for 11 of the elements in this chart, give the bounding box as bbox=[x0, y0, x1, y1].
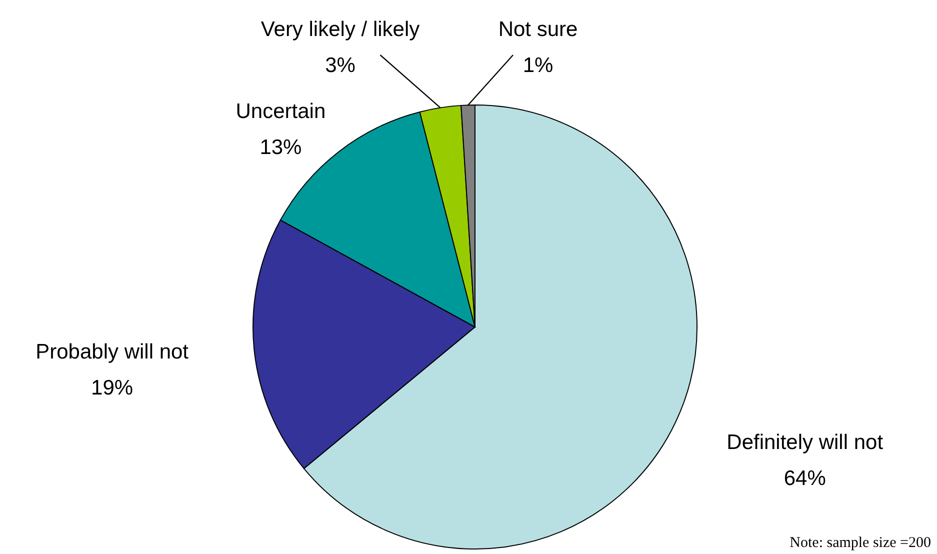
slice-label: Very likely / likely bbox=[260, 18, 420, 41]
data-label: 1% bbox=[522, 54, 554, 77]
slice-label: Definitely will not bbox=[726, 430, 884, 454]
slice-label: Not sure bbox=[498, 18, 578, 41]
data-label: 13% bbox=[260, 136, 302, 160]
slice-label: Probably will not bbox=[36, 340, 189, 364]
text: Note: sample size =200 bbox=[790, 535, 931, 551]
data-label: 19% bbox=[91, 376, 134, 400]
data-label: 3% bbox=[325, 54, 356, 77]
data-label: 64% bbox=[784, 466, 826, 490]
slice-label: Uncertain bbox=[236, 100, 326, 124]
